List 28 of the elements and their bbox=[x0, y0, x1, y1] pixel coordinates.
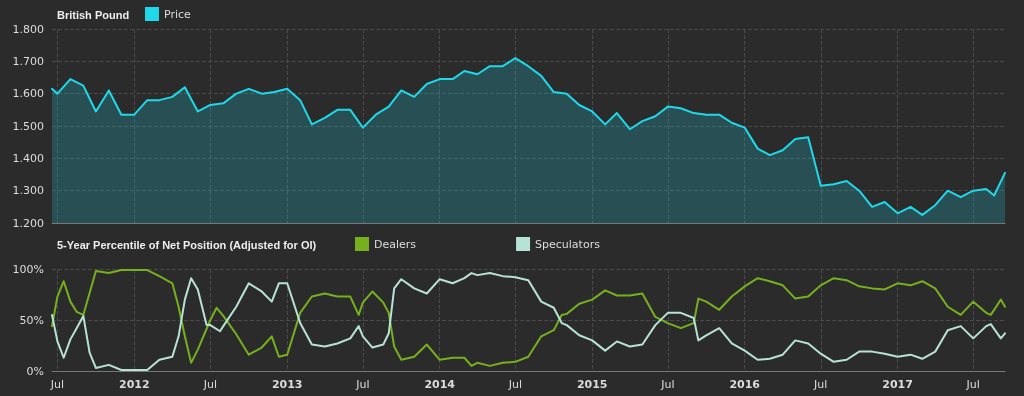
y-tick-label: 100% bbox=[12, 262, 44, 276]
x-tick-label: 2013 bbox=[271, 378, 303, 391]
y-tick-label: 1.400 bbox=[12, 151, 44, 165]
x-tick-label: 2014 bbox=[424, 378, 456, 391]
x-tick-label: Jul bbox=[49, 378, 65, 391]
x-tick-label: Jul bbox=[813, 378, 828, 391]
y-tick-label: 1.800 bbox=[12, 22, 44, 36]
legend-label: Price bbox=[164, 7, 192, 21]
legend-label: Speculators bbox=[535, 237, 601, 251]
x-tick-label: 2016 bbox=[729, 378, 761, 391]
y-tick-label: 1.300 bbox=[12, 184, 44, 198]
chart-title: 5-Year Percentile of Net Position (Adjusted for OI) bbox=[57, 238, 317, 251]
x-tick-label: Jul bbox=[660, 378, 675, 391]
x-tick-label: Jul bbox=[507, 378, 522, 391]
y-tick-label: 0% bbox=[26, 364, 44, 378]
y-tick-label: 1.200 bbox=[12, 216, 44, 230]
x-tick-label: 2015 bbox=[576, 378, 608, 391]
x-tick-label: 2012 bbox=[118, 378, 150, 391]
y-tick-label: 1.500 bbox=[12, 119, 44, 133]
x-tick-label: 2017 bbox=[882, 378, 913, 391]
y-tick-label: 1.700 bbox=[12, 54, 44, 68]
chart-title: British Pound bbox=[57, 8, 130, 21]
x-tick-label: Jul bbox=[202, 378, 217, 391]
y-tick-label: 1.600 bbox=[12, 87, 44, 101]
y-tick-label: 50% bbox=[19, 313, 44, 327]
legend-label: Dealers bbox=[374, 237, 417, 251]
x-tick-label: Jul bbox=[965, 378, 980, 391]
x-tick-label: Jul bbox=[355, 378, 370, 391]
